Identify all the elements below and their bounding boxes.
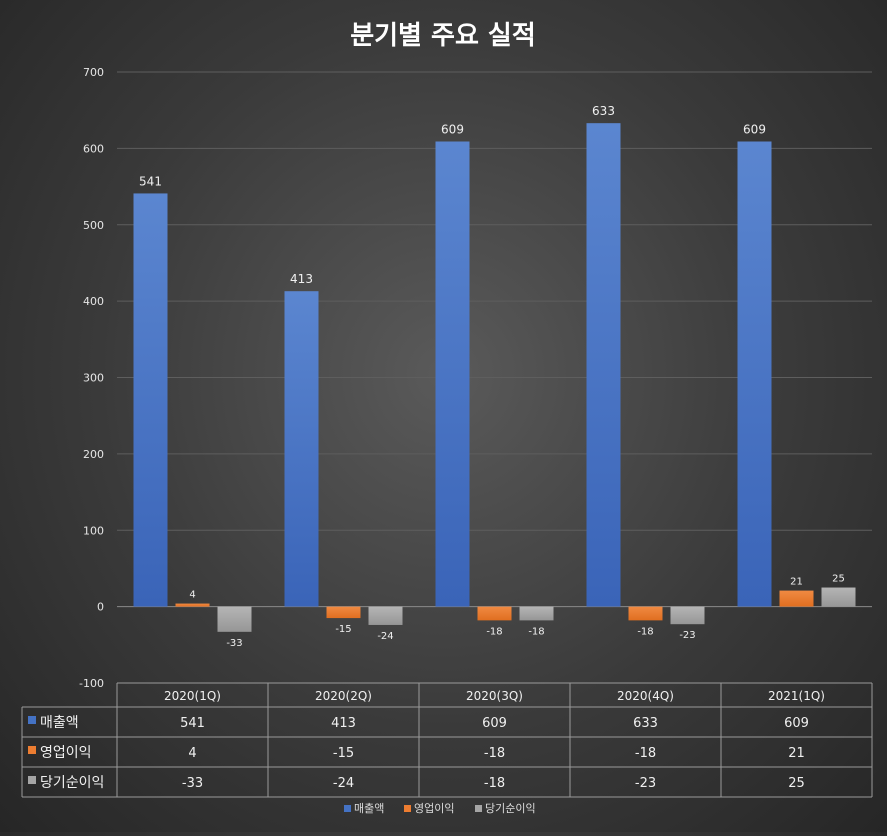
legend-key [28, 776, 36, 784]
table-cell: 21 [788, 746, 805, 761]
legend-label: 당기순이익 [485, 802, 536, 815]
y-tick-label: 600 [83, 142, 104, 155]
bar [368, 606, 403, 625]
bar [326, 606, 361, 619]
table-cell: -33 [182, 776, 203, 791]
table-row-label: 매출액 [40, 715, 79, 731]
legend-swatch [344, 805, 351, 812]
bar [175, 603, 210, 607]
data-label: 633 [592, 104, 615, 118]
data-label: -18 [528, 626, 544, 637]
legend-key [28, 746, 36, 754]
data-label: -33 [226, 638, 242, 649]
y-tick-label: 500 [83, 219, 104, 232]
table-cell: -24 [333, 776, 354, 791]
bar [779, 590, 814, 607]
table-cell: 633 [633, 716, 658, 731]
data-label: 413 [290, 272, 313, 286]
table-cell: -18 [484, 746, 505, 761]
table-row-label: 당기순이익 [40, 775, 104, 791]
x-tick-label: 2020(3Q) [466, 689, 523, 703]
data-label: -23 [679, 630, 695, 641]
bar [284, 291, 319, 607]
bar [586, 123, 621, 607]
table-cell: -18 [484, 776, 505, 791]
y-tick-label: 700 [83, 66, 104, 79]
y-tick-label: 0 [97, 601, 104, 614]
legend-swatch [404, 805, 411, 812]
bar [435, 141, 470, 607]
legend-label: 영업이익 [414, 802, 454, 815]
bar [519, 606, 554, 621]
table-cell: -15 [333, 746, 354, 761]
data-label: -18 [637, 626, 653, 637]
y-tick-label: 100 [83, 524, 104, 537]
data-label: 25 [832, 574, 845, 585]
table-cell: -23 [635, 776, 656, 791]
y-tick-label: 200 [83, 448, 104, 461]
table-cell: 541 [180, 716, 205, 731]
legend-label: 매출액 [354, 802, 384, 815]
data-label: 21 [790, 577, 803, 588]
bar [133, 193, 168, 607]
bar [737, 141, 772, 607]
data-label: -18 [486, 626, 502, 637]
data-label: 609 [743, 123, 766, 137]
data-label: 541 [139, 174, 162, 188]
y-tick-label: 300 [83, 372, 104, 385]
bar [628, 606, 663, 621]
bar [477, 606, 512, 621]
x-tick-label: 2020(4Q) [617, 689, 674, 703]
table-cell: 609 [482, 716, 507, 731]
legend-swatch [475, 805, 482, 812]
chart-title: 분기별 주요 실적 [350, 21, 536, 51]
bar [217, 606, 252, 632]
bar [670, 606, 705, 625]
x-tick-label: 2021(1Q) [768, 689, 825, 703]
data-label: -24 [377, 631, 393, 642]
table-cell: 413 [331, 716, 356, 731]
table-cell: -18 [635, 746, 656, 761]
bar [821, 587, 856, 607]
y-tick-label: 400 [83, 295, 104, 308]
table-cell: 4 [188, 746, 196, 761]
data-label: 609 [441, 123, 464, 137]
table-row-label: 영업이익 [40, 745, 92, 761]
table-cell: 25 [788, 776, 805, 791]
x-tick-label: 2020(1Q) [164, 689, 221, 703]
y-tick-label: -100 [79, 677, 104, 690]
legend-key [28, 716, 36, 724]
data-label: 4 [189, 590, 195, 601]
table-cell: 609 [784, 716, 809, 731]
data-label: -15 [335, 624, 351, 635]
x-tick-label: 2020(2Q) [315, 689, 372, 703]
